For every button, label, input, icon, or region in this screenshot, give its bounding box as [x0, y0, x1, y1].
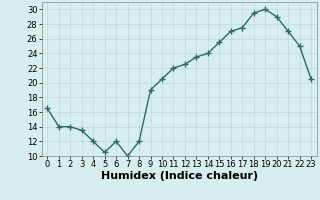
X-axis label: Humidex (Indice chaleur): Humidex (Indice chaleur)	[100, 171, 258, 181]
